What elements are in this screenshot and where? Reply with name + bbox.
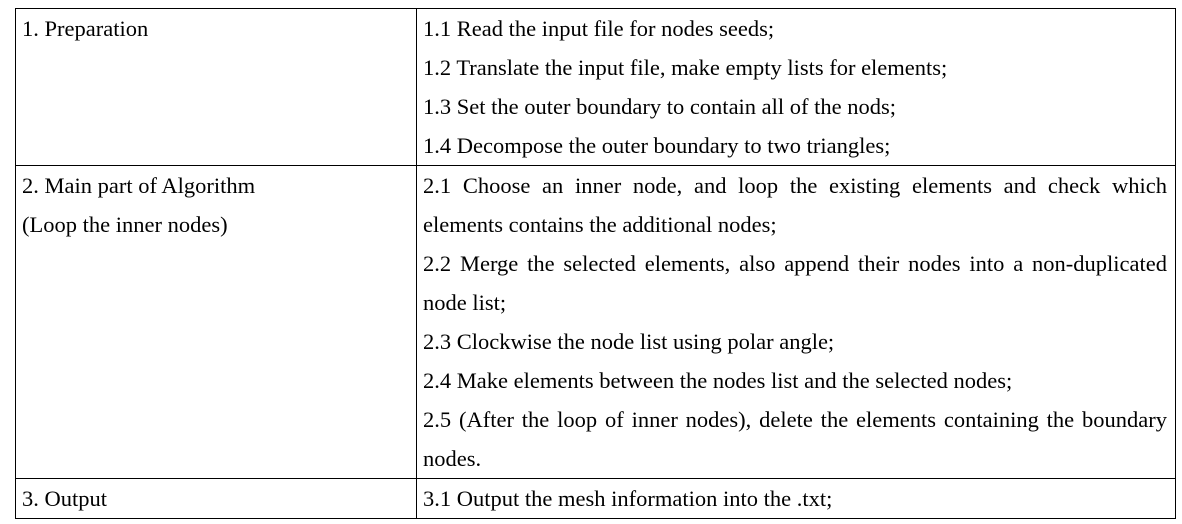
phase-label: 2. Main part of Algorithm xyxy=(22,173,256,198)
step-text: 2.5 (After the loop of inner nodes), del… xyxy=(423,407,1167,471)
step-text: 1.1 Read the input file for nodes seeds; xyxy=(423,16,775,41)
step-text: 1.2 Translate the input file, make empty… xyxy=(423,55,948,80)
phase-cell: 3. Output xyxy=(15,478,417,519)
phase-cell: 2. Main part of Algorithm (Loop the inner… xyxy=(15,165,417,479)
step-text: 2.2 Merge the selected elements, also ap… xyxy=(423,251,1167,315)
table-row: 2. Main part of Algorithm (Loop the inner… xyxy=(15,165,1176,479)
step-text: 2.3 Clockwise the node list using polar … xyxy=(423,329,835,354)
table-row: 1. Preparation 1.1 Read the input file fo… xyxy=(15,8,1176,166)
steps-cell: 1.1 Read the input file for nodes seeds;… xyxy=(416,8,1176,166)
algorithm-table: 1. Preparation 1.1 Read the input file fo… xyxy=(15,8,1176,519)
steps-cell: 2.1 Choose an inner node, and loop the e… xyxy=(416,165,1176,479)
phase-label: 3. Output xyxy=(22,486,108,511)
steps-cell: 3.1 Output the mesh information into the… xyxy=(416,478,1176,519)
phase-cell: 1. Preparation xyxy=(15,8,417,166)
phase-label: 1. Preparation xyxy=(22,16,149,41)
step-text: 2.1 Choose an inner node, and loop the e… xyxy=(423,173,1167,237)
step-text: 1.3 Set the outer boundary to contain al… xyxy=(423,94,897,119)
step-text: 2.4 Make elements between the nodes list… xyxy=(423,368,1013,393)
table-row: 3. Output 3.1 Output the mesh information… xyxy=(15,478,1176,519)
step-text: 1.4 Decompose the outer boundary to two … xyxy=(423,133,891,158)
step-text: 3.1 Output the mesh information into the… xyxy=(423,486,833,511)
phase-label: (Loop the inner nodes) xyxy=(22,212,228,237)
